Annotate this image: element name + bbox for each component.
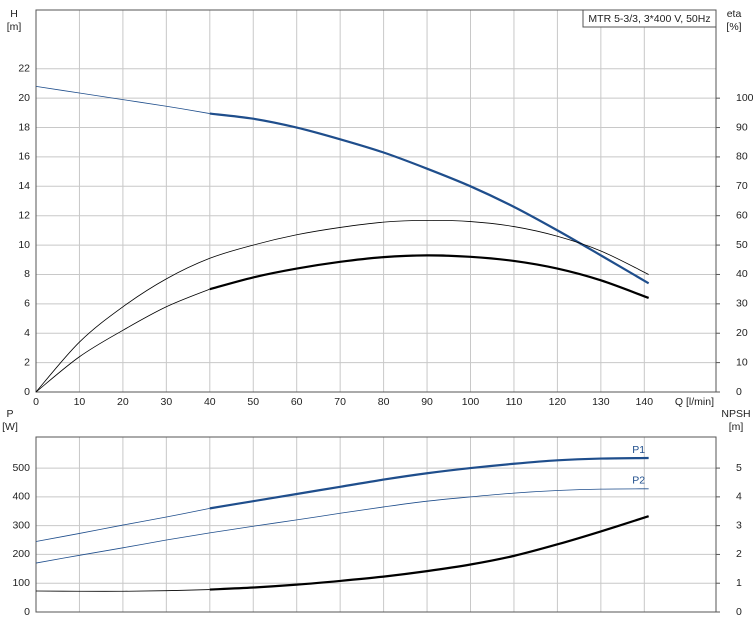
y-tick-label: 22 [18,63,30,75]
y2-axis-unit: [m] [729,421,744,433]
curve [209,515,649,591]
y2-tick-label: 5 [736,462,742,474]
y-axis-label: P [6,408,13,420]
y-tick-label: 200 [12,548,30,560]
y-tick-label: 8 [24,268,30,280]
y2-tick-label: 3 [736,519,742,531]
plot-frame [35,436,717,613]
y2-axis-label: eta [727,8,742,20]
y2-tick-label: 60 [736,209,748,221]
y-tick-label: 10 [18,239,30,251]
y2-tick-label: 2 [736,548,742,560]
x-tick-label: 110 [506,396,523,408]
x-tick-label: 30 [161,396,173,408]
x-axis-label: Q [l/min] [675,396,714,408]
curve [35,507,210,542]
x-tick-label: 130 [592,396,610,408]
y2-tick-label: 70 [736,180,748,192]
x-tick-label: 140 [636,396,654,408]
y-axis-unit: [m] [7,21,22,33]
chart-title: MTR 5-3/3, 3*400 V, 50Hz [588,13,710,25]
y-tick-label: 500 [12,462,30,474]
y-tick-label: 0 [24,386,30,398]
curve [209,456,649,510]
y-tick-label: 400 [12,491,30,503]
y2-tick-label: 80 [736,151,748,163]
x-tick-label: 70 [334,396,346,408]
curve [35,488,649,564]
y2-tick-label: 30 [736,298,748,310]
x-tick-label: 10 [74,396,86,408]
y2-tick-label: 40 [736,268,748,280]
curve-label: P1 [632,444,645,456]
y-tick-label: 20 [18,92,30,104]
curve [209,254,650,300]
x-tick-label: 20 [117,396,129,408]
y-tick-label: 12 [18,209,30,221]
y2-tick-label: 90 [736,121,748,133]
y-tick-label: 4 [24,327,30,339]
y-tick-label: 16 [18,151,30,163]
y2-axis-label: NPSH [721,408,750,420]
y2-tick-label: 20 [736,327,748,339]
y-axis-unit: [W] [2,421,18,433]
y-tick-label: 18 [18,121,30,133]
y2-tick-label: 1 [736,577,742,589]
curve [35,589,210,592]
y-tick-label: 14 [18,180,30,192]
curve [35,86,210,114]
y2-tick-label: 50 [736,239,748,251]
y-tick-label: 100 [12,577,30,589]
y2-axis-unit: [%] [726,21,741,33]
x-tick-label: 90 [421,396,433,408]
x-tick-label: 120 [549,396,567,408]
y-tick-label: 6 [24,298,30,310]
plot-frame [35,9,717,393]
y2-tick-label: 0 [736,386,742,398]
x-tick-label: 40 [204,396,216,408]
curve-label: P2 [632,475,645,487]
y2-tick-label: 4 [736,491,742,503]
title-box [582,9,717,28]
y2-tick-label: 0 [736,606,742,618]
x-tick-label: 80 [378,396,390,408]
curve [35,288,210,393]
curve [209,112,650,285]
x-tick-label: 60 [291,396,303,408]
x-tick-label: 50 [247,396,259,408]
y-tick-label: 0 [24,606,30,618]
x-tick-label: 0 [33,396,39,408]
curve [35,219,649,393]
x-tick-label: 100 [462,396,480,408]
y-tick-label: 300 [12,519,30,531]
y-axis-label: H [10,8,18,20]
y-tick-label: 2 [24,356,30,368]
y2-tick-label: 10 [736,356,748,368]
y2-tick-label: 100 [736,92,753,104]
